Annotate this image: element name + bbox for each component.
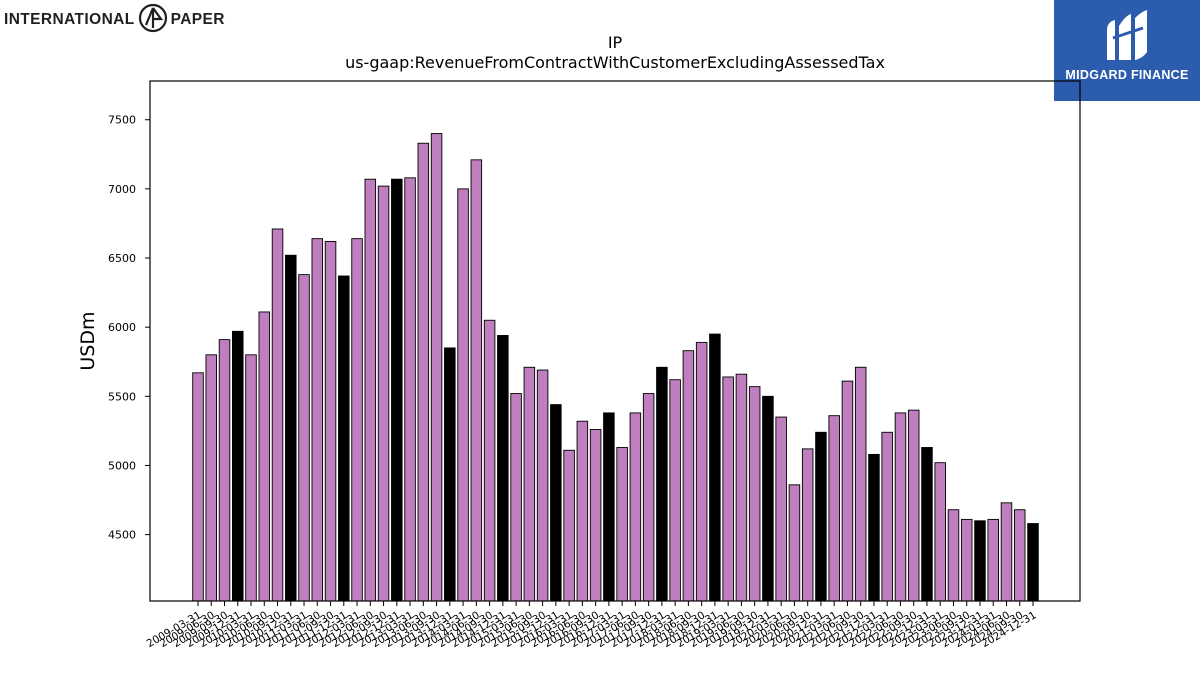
bar-2012-06-30 [364,178,377,602]
bars-group [192,133,1039,602]
y-axis: 4500 5000 5500 6000 6500 7000 7500 [108,114,150,542]
bar-2022-09-30 [907,409,920,602]
bar-2021-12-31 [868,453,880,602]
bar-2010-12-31 [285,254,297,602]
y-tick-label: 6000 [108,321,136,334]
bar-2011-09-30 [324,240,337,602]
bar-2016-09-30 [589,429,602,602]
bar-2018-09-30 [695,341,708,602]
bar-2023-03-31 [934,462,946,602]
bar-2022-12-31 [921,447,933,602]
bar-2020-06-30 [788,484,801,602]
bar-2022-06-30 [894,412,907,602]
bar-2016-03-31 [563,449,575,602]
bar-2024-12-31 [1027,523,1039,602]
bar-2015-12-31 [550,404,562,602]
midgard-finance-text: MIDGARD FINANCE [1065,68,1189,82]
bar-2012-09-30 [377,185,390,602]
bar-2019-03-31 [722,376,734,602]
bar-2009-03-31 [192,372,204,602]
bar-2013-03-31 [404,177,416,602]
x-axis: 2009-03-312009-06-302009-09-302009-12-31… [145,601,1039,650]
bar-2014-09-30 [483,319,496,602]
bar-2018-12-31 [709,333,721,602]
y-axis-label: USDm [77,311,99,370]
bar-2016-06-30 [576,420,589,602]
bar-2016-12-31 [603,412,615,602]
bar-2010-09-30 [271,228,284,602]
logo-text-paper: PAPER [170,11,225,28]
bar-2015-06-30 [523,366,536,602]
bar-2009-09-30 [218,339,231,602]
bar-2010-06-30 [258,311,271,602]
bar-2024-03-31 [987,518,999,602]
bar-2022-03-31 [881,431,893,602]
bar-2015-03-31 [510,393,522,602]
bar-2011-03-31 [298,274,310,602]
international-paper-icon [138,3,168,38]
bar-2018-03-31 [669,379,681,602]
y-tick-label: 6500 [108,252,136,265]
bar-2017-12-31 [656,366,668,602]
y-tick-label: 5500 [108,390,136,403]
bar-2018-06-30 [682,350,695,602]
midgard-finance-icon [1107,10,1147,60]
bar-2014-12-31 [497,335,509,602]
bar-2019-06-30 [735,373,748,602]
bar-2014-06-30 [470,159,483,602]
bar-2013-09-30 [430,133,443,602]
bar-2023-06-30 [947,509,960,602]
y-tick-label: 4500 [108,529,136,542]
y-tick-label: 5000 [108,459,136,472]
bar-2017-09-30 [642,393,655,602]
bar-2020-12-31 [815,431,827,602]
bar-2017-03-31 [616,447,628,602]
bar-2020-09-30 [801,448,814,602]
bar-2013-12-31 [444,347,456,602]
bar-2021-03-31 [828,415,840,602]
chart-title: IP [608,33,623,52]
bar-2024-06-30 [1000,502,1013,602]
plot-frame [149,80,1081,602]
bar-2012-12-31 [391,178,403,602]
international-paper-logo: INTERNATIONAL PAPER [4,3,225,38]
y-tick-label: 7000 [108,183,136,196]
bar-2012-03-31 [351,238,363,602]
bar-2019-12-31 [762,395,774,602]
bar-2021-06-30 [841,380,854,602]
bar-2024-09-30 [1013,509,1026,602]
logo-text-international: INTERNATIONAL [4,11,135,28]
bar-2017-06-30 [629,412,642,602]
bar-2021-09-30 [854,366,867,602]
bar-2009-12-31 [232,330,244,602]
bar-2014-03-31 [457,188,469,602]
bar-2013-06-30 [417,142,430,602]
bar-2010-03-31 [245,354,257,602]
bar-2011-12-31 [338,275,350,602]
bar-2011-06-30 [311,238,324,602]
bar-2015-09-30 [536,369,549,602]
y-tick-label: 7500 [108,114,136,127]
bar-2023-12-31 [974,520,986,602]
midgard-finance-logo: MIDGARD FINANCE [1054,0,1200,101]
bar-2009-06-30 [205,354,217,602]
bar-2023-09-30 [960,518,973,602]
bar-2019-09-30 [748,386,761,602]
bar-2020-03-31 [775,416,787,602]
chart-subtitle: us-gaap:RevenueFromContractWithCustomerE… [345,53,885,72]
